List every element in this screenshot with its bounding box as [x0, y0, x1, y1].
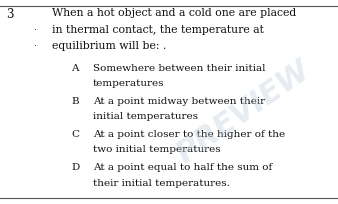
- Text: At a point midway between their: At a point midway between their: [93, 97, 265, 106]
- Text: 3: 3: [6, 8, 14, 21]
- Text: At a point closer to the higher of the: At a point closer to the higher of the: [93, 130, 285, 139]
- Text: in thermal contact, the temperature at: in thermal contact, the temperature at: [52, 25, 264, 35]
- Text: B: B: [71, 97, 79, 106]
- Text: their initial temperatures.: their initial temperatures.: [93, 179, 230, 188]
- Text: At a point equal to half the sum of: At a point equal to half the sum of: [93, 163, 272, 172]
- Text: ·: ·: [34, 41, 37, 51]
- Text: ·: ·: [34, 25, 37, 35]
- Text: PREVIEW: PREVIEW: [171, 55, 316, 169]
- Text: Somewhere between their initial: Somewhere between their initial: [93, 64, 265, 73]
- Text: D: D: [71, 163, 79, 172]
- Text: temperatures: temperatures: [93, 79, 165, 88]
- Text: initial temperatures: initial temperatures: [93, 112, 198, 121]
- Text: equilibrium will be: .: equilibrium will be: .: [52, 41, 167, 51]
- Text: When a hot object and a cold one are placed: When a hot object and a cold one are pla…: [52, 8, 297, 18]
- Text: C: C: [71, 130, 79, 139]
- Text: two initial temperatures: two initial temperatures: [93, 145, 221, 154]
- Text: A: A: [71, 64, 78, 73]
